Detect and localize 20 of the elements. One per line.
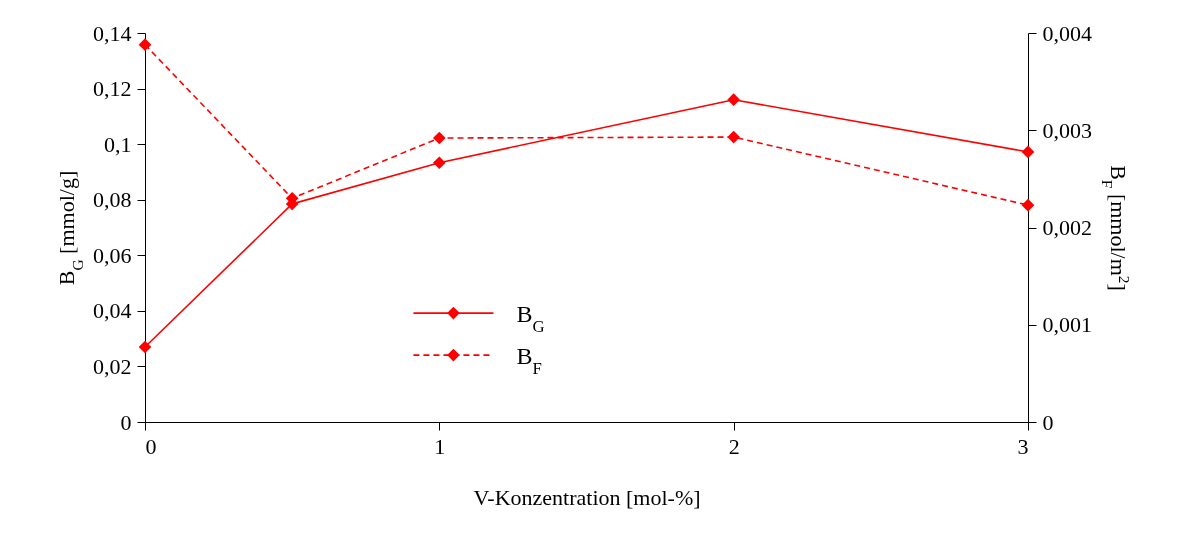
y-tick-label: 0 [120,409,132,435]
y-tick-label: 0,02 [93,353,132,379]
y-tick-label: 0,1 [104,131,132,157]
x-tick-label: 0 [145,433,157,459]
legend-label: B$_{G}$ [516,301,545,336]
y2-tick-label: 0 [1042,409,1054,435]
x-tick-label: 2 [728,433,740,459]
x-tick-label: 1 [434,433,446,459]
y-tick-label: 0,04 [93,298,132,324]
y2-tick-label: 0,002 [1042,215,1092,240]
x-tick-label: 3 [1017,433,1029,459]
y-tick-label: 0,06 [93,242,132,268]
y2-tick-label: 0,001 [1042,312,1092,338]
legend-label: B$_{F}$ [516,343,542,378]
y-tick-label: 0,08 [93,187,132,213]
y2-tick-label: 0,003 [1042,117,1092,143]
y2-tick-label: 0,004 [1042,20,1092,46]
y-tick-label: 0,14 [93,20,132,46]
x-axis-title: V-Konzentration [mol-%] [473,484,701,510]
y-tick-label: 0,12 [93,76,132,102]
